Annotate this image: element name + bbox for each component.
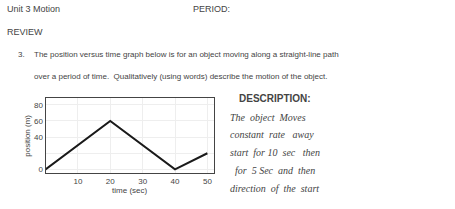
svg-text:REVIEW: REVIEW (7, 27, 43, 37)
svg-text:Unit 3 Motion: Unit 3 Motion (7, 4, 60, 14)
svg-text:time (sec): time (sec) (112, 186, 147, 195)
svg-text:start for 10 sec then: start for 10 sec then (230, 147, 320, 158)
svg-text:The object Moves: The object Moves (230, 112, 306, 123)
svg-text:3.: 3. (18, 50, 25, 59)
svg-text:position (m): position (m) (23, 115, 32, 157)
svg-text:60: 60 (34, 117, 43, 126)
svg-text:DESCRIPTION:: DESCRIPTION: (239, 93, 311, 104)
svg-text:10: 10 (73, 177, 82, 186)
svg-text:The position versus time graph: The position versus time graph below is … (34, 50, 339, 59)
svg-text:over a period of time. Qualit: over a period of time. Qualitatively (us… (34, 72, 327, 81)
svg-text:40: 40 (171, 177, 180, 186)
svg-text:constant rate away: constant rate away (230, 129, 314, 140)
svg-text:20: 20 (106, 177, 115, 186)
svg-text:for 5 Sec and then: for 5 Sec and then (230, 165, 315, 176)
svg-text:30: 30 (138, 177, 147, 186)
svg-text:80: 80 (34, 101, 43, 110)
svg-text:direction of the start: direction of the start (230, 183, 319, 194)
svg-text:0: 0 (38, 165, 43, 174)
svg-text:50: 50 (203, 177, 212, 186)
svg-text:40: 40 (34, 133, 43, 142)
svg-text:PERIOD:: PERIOD: (193, 4, 230, 14)
